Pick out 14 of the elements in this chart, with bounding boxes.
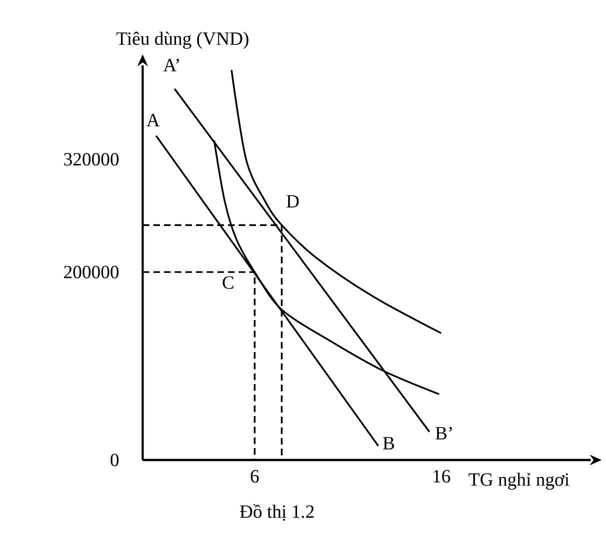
y-tick-label: 320000 <box>64 152 119 166</box>
annotation: B’ <box>436 426 452 440</box>
text: Đồ thị 1.2 <box>240 504 314 521</box>
annotation: A’ <box>163 58 179 72</box>
x-axis-title: TG nghỉ ngơi <box>468 472 570 490</box>
annotation: B <box>383 437 394 450</box>
annotation: A <box>146 114 160 126</box>
annotation: C <box>222 276 234 289</box>
x-tick-label: 16 <box>434 470 450 483</box>
x-tick-label: 6 <box>250 470 259 483</box>
y-tick-label: 0 <box>110 454 119 466</box>
annotation: D <box>286 195 299 208</box>
y-axis-title: Tiêu dùng (VND) <box>116 32 248 49</box>
y-tick-label: 200000 <box>64 266 119 278</box>
